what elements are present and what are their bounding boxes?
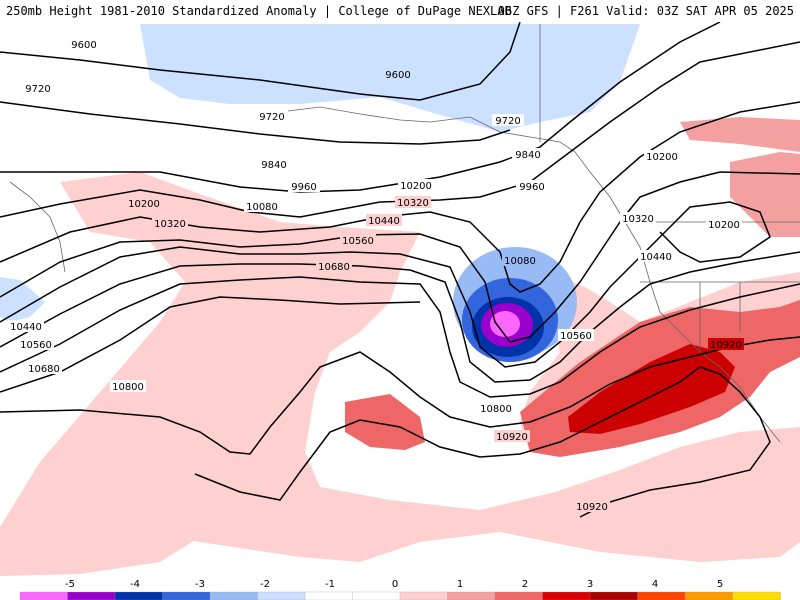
color-scale-swatches [19,591,781,600]
contour-label: 9720 [25,84,50,95]
color-scale-swatch [732,591,781,600]
header: 250mb Height 1981-2010 Standardized Anom… [0,0,800,22]
contour-label: 10800 [480,404,512,415]
positive-anomaly-region [568,344,735,434]
color-scale-tick-label: -2 [260,579,270,590]
contour-label: 10920 [496,432,528,443]
contour-label: 9600 [385,70,410,81]
contour-label: 10080 [504,256,536,267]
positive-anomaly-region [0,512,200,576]
color-scale-swatch [304,591,354,600]
color-scale-tick-label: -3 [195,579,205,590]
contour-label: 10800 [112,382,144,393]
positive-anomaly-region [0,172,800,562]
positive-anomaly-region [345,394,425,450]
contour-label: 10080 [246,202,278,213]
color-scale-ticks: -5 -4 -3 -2 -1 0 1 2 3 4 5 [65,579,723,590]
color-scale-swatch [447,591,496,600]
color-scale-tick-label: -5 [65,579,75,590]
contour-label: 10200 [646,152,678,163]
model-run-info: 06Z GFS | F261 Valid: 03Z SAT APR 05 202… [497,4,794,18]
contour-label: 10560 [20,340,52,351]
color-scale-swatch [67,591,116,600]
contour-label: 10680 [318,262,350,273]
negative-anomaly-center [490,311,520,337]
contour-label: 10920 [710,340,742,351]
contour-label: 9720 [495,116,520,127]
contour-label: 9960 [519,182,544,193]
contour-label: 10320 [154,219,186,230]
color-scale-swatch [352,591,401,600]
color-scale-tick-label: 1 [457,579,463,590]
contour-label: 10200 [708,220,740,231]
color-scale-swatch [162,591,211,600]
contour-label: 10200 [128,199,160,210]
color-scale-tick-label: -1 [325,579,335,590]
negative-anomaly-region [0,277,45,322]
contour-label: 10440 [640,252,672,263]
height-contours [0,22,800,518]
color-scale: -5 -4 -3 -2 -1 0 1 2 3 4 5 [19,579,781,600]
contour-label: 10560 [560,331,592,342]
contour-label: 10440 [10,322,42,333]
color-scale-swatch [114,591,164,600]
contour-label: 10320 [397,198,429,209]
contour-label: 9840 [261,160,286,171]
color-scale-tick-label: 5 [717,579,723,590]
color-scale-tick-label: 4 [652,579,658,590]
contour-label: 10320 [622,214,654,225]
positive-anomaly-region [680,117,800,152]
contour-label: 10920 [576,502,608,513]
color-scale-swatch [542,591,591,600]
anomaly-map: 9600 9600 9720 9720 9720 9840 9840 9960 … [0,22,800,576]
color-scale-swatch [399,591,449,600]
contour-label: 9840 [515,150,540,161]
color-scale-swatch [494,591,544,600]
contour-label: 10440 [368,216,400,227]
color-scale-swatch [684,591,734,600]
map-title: 250mb Height 1981-2010 Standardized Anom… [6,4,512,18]
color-scale-swatch [589,591,639,600]
color-scale-tick-label: -4 [130,579,140,590]
color-scale-tick-label: 2 [522,579,528,590]
contour-label: 10200 [400,181,432,192]
contour-label: 9960 [291,182,316,193]
color-scale-swatch [19,591,69,600]
color-scale-tick-label: 3 [587,579,593,590]
color-scale-swatch [637,591,686,600]
contour-label: 10680 [28,364,60,375]
contour-label: 9600 [71,40,96,51]
contour-label: 10560 [342,236,374,247]
color-scale-tick-label: 0 [392,579,398,590]
contour-labels: 9600 9600 9720 9720 9720 9840 9840 9960 … [8,38,744,513]
color-scale-swatch [257,591,306,600]
contour-label: 9720 [259,112,284,123]
color-scale-swatch [209,591,259,600]
